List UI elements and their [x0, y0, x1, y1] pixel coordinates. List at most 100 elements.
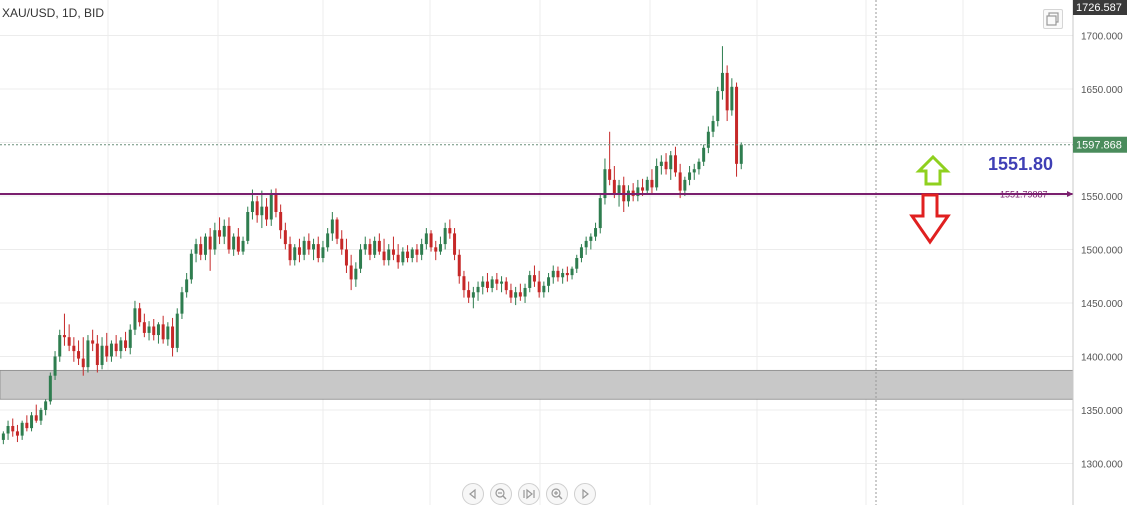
- candle-body: [330, 219, 334, 234]
- candle-body: [387, 249, 391, 261]
- candle-body: [161, 324, 165, 340]
- candle-body: [203, 236, 207, 255]
- candle-body: [429, 233, 433, 248]
- zoom-in-button[interactable]: [546, 483, 568, 505]
- candle-body: [518, 292, 522, 297]
- candle-body: [542, 285, 546, 293]
- candle-body: [279, 211, 283, 231]
- candle-body: [20, 422, 24, 436]
- candle-body: [302, 240, 306, 255]
- candle-body: [91, 340, 95, 344]
- candle-body: [556, 270, 560, 278]
- scroll-left-button[interactable]: [462, 483, 484, 505]
- down-arrow-icon: [909, 193, 951, 245]
- candle-body: [30, 415, 34, 429]
- candle-body: [528, 275, 532, 288]
- candle-body: [39, 409, 43, 421]
- candle-body: [547, 277, 551, 286]
- candle-body: [382, 251, 386, 261]
- candle-body: [612, 179, 616, 194]
- candle-body: [500, 281, 504, 284]
- candle-body: [673, 155, 677, 173]
- candle-body: [48, 375, 52, 402]
- candle-body: [467, 290, 471, 298]
- candle-body: [401, 251, 405, 263]
- candle-body: [669, 155, 673, 170]
- candle-body: [109, 343, 113, 357]
- scroll-right-button[interactable]: [574, 483, 596, 505]
- candle-body: [53, 356, 57, 376]
- candle-body: [589, 236, 593, 241]
- candle-body: [598, 198, 602, 229]
- candle-body: [406, 251, 410, 259]
- candle-body: [537, 281, 541, 293]
- expand-button[interactable]: [1043, 9, 1063, 29]
- level-line-arrowhead: [1067, 191, 1073, 198]
- candle-body: [410, 249, 414, 259]
- candle-body: [650, 179, 654, 188]
- candle-body: [241, 240, 245, 252]
- candle-body: [683, 179, 687, 191]
- candle-body: [575, 258, 579, 269]
- candle-body: [735, 86, 739, 164]
- candle-body: [584, 240, 588, 248]
- candle-body: [114, 343, 118, 352]
- zoom-in-icon: [551, 488, 563, 500]
- candle-body: [509, 290, 513, 298]
- candle-body: [156, 324, 160, 336]
- candle-body: [678, 172, 682, 191]
- candle-body: [236, 236, 240, 252]
- candle-body: [44, 401, 48, 410]
- candle-body: [185, 279, 189, 293]
- y-axis-tick-label: 1300.000: [1081, 459, 1123, 470]
- candle-body: [359, 249, 363, 269]
- candle-body: [443, 228, 447, 245]
- candle-body: [608, 169, 612, 180]
- candle-body: [269, 193, 273, 220]
- candle-body: [335, 219, 339, 239]
- arrow-right-icon: [582, 488, 589, 500]
- candle-body: [67, 337, 71, 346]
- candle-body: [349, 265, 353, 280]
- candle-body: [147, 326, 151, 333]
- candle-body: [194, 244, 198, 254]
- candle-body: [396, 254, 400, 263]
- candle-body: [688, 172, 692, 180]
- candle-body: [138, 308, 142, 323]
- reset-view-button[interactable]: [518, 483, 540, 505]
- candle-body: [227, 225, 231, 250]
- candle-body: [6, 425, 10, 434]
- top-price-label-box: [1073, 0, 1127, 15]
- candle-body: [739, 144, 743, 164]
- candle-body: [11, 425, 15, 432]
- candle-body: [363, 244, 367, 250]
- candle-body: [565, 272, 569, 276]
- candle-body: [326, 233, 330, 248]
- current-price-label-box: [1073, 136, 1127, 153]
- candle-body: [594, 228, 598, 237]
- chart-navigation: [462, 483, 596, 505]
- candle-body: [561, 272, 565, 278]
- candle-body: [626, 190, 630, 202]
- candle-body: [105, 345, 109, 357]
- candle-body: [307, 240, 311, 250]
- candle-body: [645, 179, 649, 191]
- candle-body: [128, 329, 132, 348]
- candle-body: [354, 268, 358, 280]
- candle-body: [368, 244, 372, 255]
- candle-body: [692, 169, 696, 173]
- candle-body: [485, 281, 489, 288]
- arrow-left-icon: [469, 488, 476, 500]
- candle-body: [316, 244, 320, 259]
- candle-body: [706, 131, 710, 148]
- zoom-out-button[interactable]: [490, 483, 512, 505]
- candle-body: [95, 343, 99, 366]
- candle-body: [189, 253, 193, 280]
- candle-body: [532, 275, 536, 282]
- candle-body: [293, 247, 297, 261]
- candle-body: [702, 147, 706, 162]
- candle-body: [504, 281, 508, 291]
- candle-body: [171, 326, 175, 348]
- candle-body: [175, 313, 179, 348]
